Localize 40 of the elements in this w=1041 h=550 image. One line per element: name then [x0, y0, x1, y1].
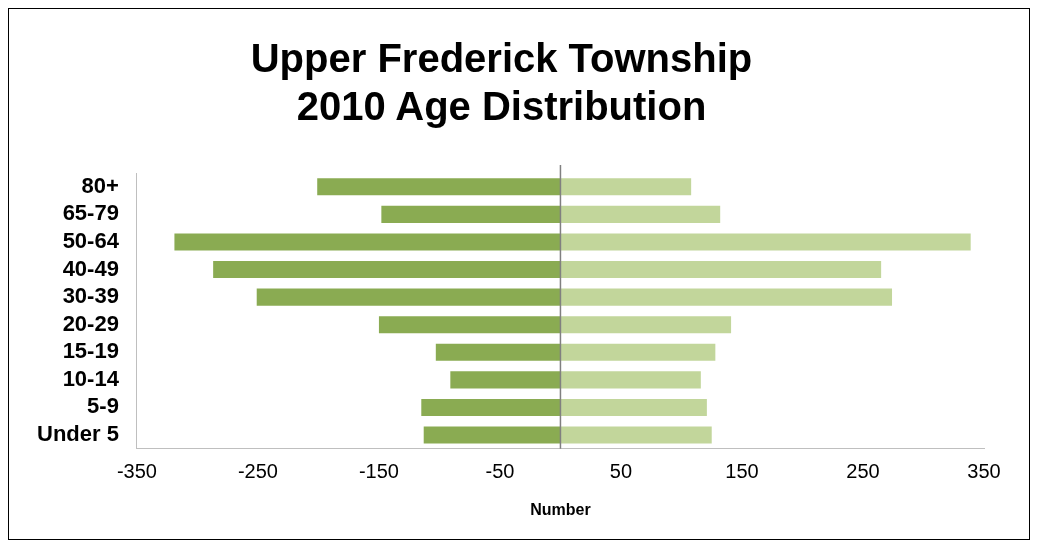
bar	[560, 316, 732, 334]
y-tick-label: 65-79	[62, 200, 119, 226]
bar	[450, 371, 561, 389]
bar	[174, 233, 561, 251]
bar	[560, 288, 893, 306]
bar	[423, 426, 561, 444]
y-tick-label: 20-29	[62, 310, 119, 336]
x-tick-label: 50	[609, 460, 633, 483]
bar	[421, 398, 561, 416]
x-tick-label: 250	[846, 460, 880, 483]
bar	[560, 233, 971, 251]
y-tick-label: 15-19	[62, 338, 119, 364]
bar	[213, 260, 561, 279]
bar	[560, 426, 712, 444]
x-tick-label: 350	[967, 460, 1001, 483]
x-tick-label: -250	[237, 460, 278, 483]
bar	[560, 260, 882, 279]
y-tick-label: 5-9	[87, 393, 119, 419]
bar	[378, 316, 561, 334]
y-tick-label: 10-14	[62, 365, 120, 391]
bar	[256, 288, 561, 306]
y-tick-label: 30-39	[62, 283, 119, 309]
bar	[560, 371, 701, 389]
x-tick-label: -50	[485, 460, 515, 483]
y-tick-label: 80+	[81, 172, 119, 198]
bar	[435, 343, 561, 361]
y-tick-label: 50-64	[62, 228, 120, 254]
bar	[560, 398, 707, 416]
bar	[317, 178, 561, 196]
x-axis-title: Number	[530, 500, 591, 518]
bar	[381, 205, 561, 223]
bar	[560, 178, 692, 196]
chart-title: Upper Frederick Township 2010 Age Distribution	[250, 36, 753, 129]
x-tick-label: 150	[725, 460, 759, 483]
x-tick-label: -150	[358, 460, 399, 483]
bar	[560, 205, 721, 223]
bar	[560, 343, 716, 361]
y-tick-label: 40-49	[62, 255, 119, 281]
y-tick-label: Under 5	[36, 421, 119, 447]
x-tick-label: -350	[116, 460, 157, 483]
